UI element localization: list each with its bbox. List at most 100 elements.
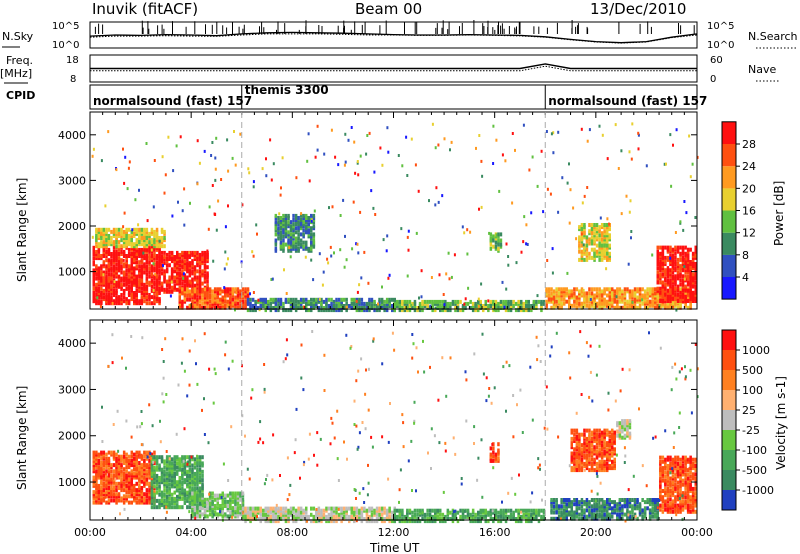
range-cell: [659, 268, 662, 273]
range-cell: [97, 266, 101, 271]
range-cell: [282, 238, 285, 243]
range-cell: [664, 276, 667, 281]
range-cell: [310, 304, 313, 308]
range-cell: [193, 299, 197, 304]
range-cell: [252, 254, 255, 258]
range-cell: [603, 299, 606, 304]
range-cell: [434, 508, 437, 513]
range-cell: [454, 510, 457, 515]
range-cell: [413, 304, 417, 308]
range-cell: [122, 295, 126, 300]
range-cell: [299, 514, 303, 519]
range-cell: [555, 516, 558, 521]
range-cell: [492, 306, 495, 310]
range-cell: [285, 292, 288, 295]
range-cell: [130, 238, 133, 243]
range-cell: [173, 263, 176, 268]
range-cell: [397, 154, 400, 157]
range-cell: [431, 508, 434, 513]
range-cell: [426, 299, 429, 304]
range-cell: [400, 227, 403, 231]
range-cell: [226, 287, 230, 292]
range-cell: [487, 519, 490, 524]
range-cell: [661, 264, 665, 269]
range-cell: [102, 469, 106, 474]
range-cell: [262, 304, 265, 308]
range-cell: [183, 492, 187, 497]
range-cell: [550, 498, 553, 502]
range-cell: [160, 244, 164, 249]
range-cell: [226, 506, 230, 511]
range-cell: [143, 450, 146, 455]
range-cell: [97, 254, 101, 258]
range-cell: [284, 308, 288, 313]
range-cell: [158, 480, 161, 485]
range-cell: [621, 299, 624, 304]
range-cell: [135, 463, 138, 468]
range-cell: [638, 287, 642, 292]
range-cell: [277, 297, 280, 302]
range-cell: [686, 305, 690, 310]
range-cell: [100, 463, 103, 468]
range-cell: [127, 483, 131, 488]
range-cell: [327, 517, 331, 521]
range-cell: [165, 478, 169, 483]
range-cell: [527, 508, 530, 513]
range-cell: [110, 291, 113, 295]
range-cell: [302, 213, 305, 218]
range-cell: [133, 461, 136, 465]
range-cell: [145, 494, 149, 499]
range-cell: [691, 290, 695, 295]
range-cell: [380, 299, 384, 304]
range-cell: [201, 293, 204, 298]
range-cell: [292, 519, 295, 524]
range-cell: [127, 299, 131, 304]
range-cell: [360, 306, 364, 310]
range-cell: [198, 497, 202, 502]
range-cell: [656, 251, 659, 256]
range-cell: [408, 508, 412, 513]
range-cell: [385, 304, 389, 308]
range-cell: [153, 476, 156, 480]
range-cell: [176, 279, 179, 284]
range-cell: [327, 261, 330, 265]
range-cell: [661, 294, 665, 299]
range-cell: [573, 303, 576, 308]
range-cell: [105, 278, 108, 283]
range-cell: [115, 258, 118, 263]
range-cell: [193, 303, 197, 308]
range-cell: [360, 276, 363, 280]
range-cell: [552, 295, 556, 300]
range-cell: [355, 304, 359, 308]
range-cell: [431, 299, 434, 304]
range-cell: [206, 514, 209, 519]
range-cell: [454, 306, 457, 310]
range-cell: [461, 512, 465, 517]
range-cell: [561, 176, 564, 180]
range-cell: [277, 216, 280, 220]
range-cell: [107, 488, 111, 493]
range-cell: [198, 455, 202, 460]
range-cell: [366, 134, 369, 137]
range-cell: [172, 169, 175, 173]
range-cell: [315, 519, 318, 524]
range-cell: [133, 295, 136, 300]
range-cell: [193, 255, 197, 259]
range-cell: [636, 299, 639, 304]
range-cell: [92, 492, 95, 497]
range-cell: [494, 240, 498, 245]
range-cell: [115, 461, 118, 465]
range-cell: [173, 496, 176, 501]
range-cell: [482, 304, 485, 308]
range-cell: [226, 303, 230, 308]
range-cell: [277, 299, 280, 304]
range-cell: [578, 293, 581, 298]
range-cell: [148, 500, 151, 505]
range-cell: [522, 512, 525, 517]
range-cell: [254, 517, 257, 521]
range-cell: [507, 308, 510, 313]
range-cell: [487, 512, 490, 517]
range-cell: [398, 508, 402, 513]
range-cell: [550, 516, 553, 521]
range-cell: [219, 299, 222, 304]
